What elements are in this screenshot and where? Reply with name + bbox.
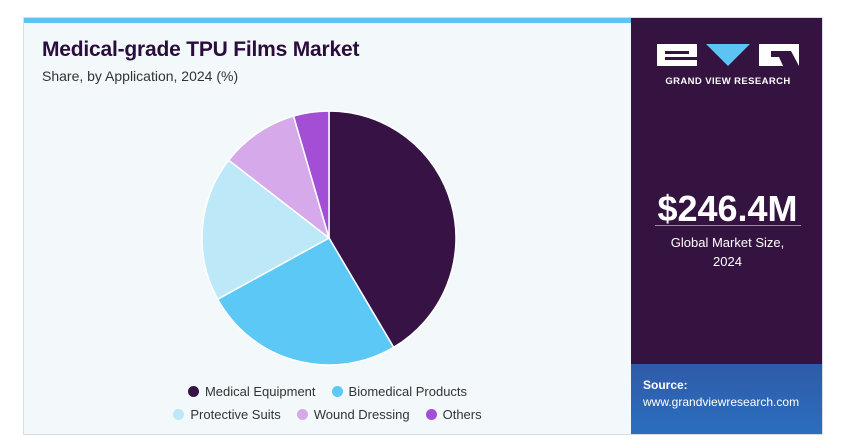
legend-swatch [425,409,437,420]
market-size-value: $246.4M [657,188,798,229]
legend-swatch [173,409,185,420]
legend-row: Medical Equipment Biomedical Products [24,384,631,399]
legend-item-biomedical-products: Biomedical Products [331,384,468,399]
legend-swatch [187,386,199,397]
chart-legend: Medical Equipment Biomedical Products Pr… [24,384,631,430]
legend-item-medical-equipment: Medical Equipment [187,384,316,399]
chart-subtitle: Share, by Application, 2024 (%) [42,68,239,84]
legend-row: Protective Suits Wound Dressing Others [24,407,631,422]
pie-slice-medical-equipment [328,110,457,349]
market-size-label-line2: 2024 [713,254,742,269]
source-label: Source: [643,378,688,392]
legend-label: Others [442,407,482,422]
divider [655,225,801,226]
source-box: Source: www.grandviewresearch.com [631,364,822,434]
pie-slice-others [292,110,330,239]
market-size-label-line1: Global Market Size, [670,235,785,250]
accent-bar [24,18,631,23]
legend-item-protective-suits: Protective Suits [173,407,281,422]
chart-title: Medical-grade TPU Films Market [42,38,360,61]
legend-item-wound-dressing: Wound Dressing [296,407,410,422]
pie-slice-wound-dressing [227,115,331,241]
legend-swatch [296,409,308,420]
grand-view-research-logo: GRAND VIEW RESEARCH [653,40,803,87]
pie-slice-biomedical-products [216,236,395,366]
chart-card: Medical-grade TPU Films Market Share, by… [23,17,823,435]
logo-mark-icon [657,44,799,66]
pie-chart [201,110,457,366]
legend-label: Medical Equipment [204,384,316,399]
legend-label: Protective Suits [190,407,281,422]
legend-item-others: Others [425,407,482,422]
legend-swatch [331,386,343,397]
legend-label: Wound Dressing [313,407,410,422]
legend-label: Biomedical Products [348,384,468,399]
market-size-label: Global Market Size, 2024 [631,233,822,271]
source-url[interactable]: www.grandviewresearch.com [643,395,800,409]
info-panel: GRAND VIEW RESEARCH $246.4M Global Marke… [631,18,822,434]
logo-text: GRAND VIEW RESEARCH [665,76,791,87]
pie-slice-protective-suits [201,159,331,301]
